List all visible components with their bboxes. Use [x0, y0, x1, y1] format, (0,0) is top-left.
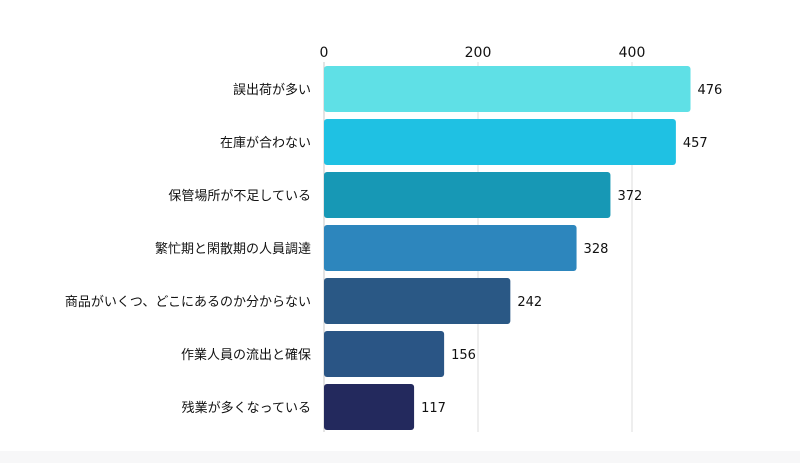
- bar: [324, 66, 691, 112]
- data-label: 117: [421, 401, 446, 416]
- category-label: 商品がいくつ、どこにあるのか分からない: [65, 295, 311, 310]
- footer-band: [0, 451, 800, 463]
- category-labels: 誤出荷が多い在庫が合わない保管場所が不足している繁忙期と閑散期の人員調達商品がい…: [65, 82, 311, 416]
- x-tick-label: 200: [465, 45, 492, 61]
- bar: [324, 172, 611, 218]
- bar: [324, 331, 445, 377]
- data-label: 328: [584, 242, 609, 257]
- bar: [324, 384, 415, 430]
- data-label: 242: [517, 295, 542, 310]
- x-tick-label: 0: [320, 45, 329, 61]
- data-label: 476: [698, 83, 723, 98]
- bar: [324, 119, 676, 165]
- category-label: 残業が多くなっている: [182, 400, 311, 416]
- data-label: 457: [683, 136, 708, 151]
- value-labels: 476 457 372 328 242 156 117: [421, 83, 722, 416]
- category-label: 保管場所が不足している: [168, 189, 311, 204]
- category-label: 誤出荷が多い: [233, 82, 311, 98]
- category-label: 繁忙期と閑散期の人員調達: [155, 241, 311, 257]
- bar: [324, 278, 511, 324]
- bar: [324, 225, 577, 271]
- x-tick-label: 400: [619, 45, 646, 61]
- x-axis-ticks: 0 200 400: [320, 45, 646, 61]
- data-label: 372: [617, 189, 642, 204]
- bars: [324, 66, 691, 430]
- category-label: 作業人員の流出と確保: [181, 347, 311, 363]
- category-label: 在庫が合わない: [220, 136, 311, 151]
- data-label: 156: [451, 348, 476, 363]
